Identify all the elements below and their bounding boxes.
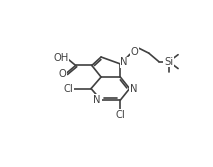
Text: O: O	[130, 47, 138, 57]
Text: Cl: Cl	[64, 84, 74, 94]
Text: N: N	[130, 84, 137, 94]
Text: Si: Si	[164, 57, 173, 67]
Text: N: N	[94, 95, 101, 105]
Text: Cl: Cl	[115, 110, 125, 120]
Text: N: N	[120, 57, 128, 67]
Text: O: O	[59, 69, 66, 79]
Text: OH: OH	[53, 53, 69, 63]
